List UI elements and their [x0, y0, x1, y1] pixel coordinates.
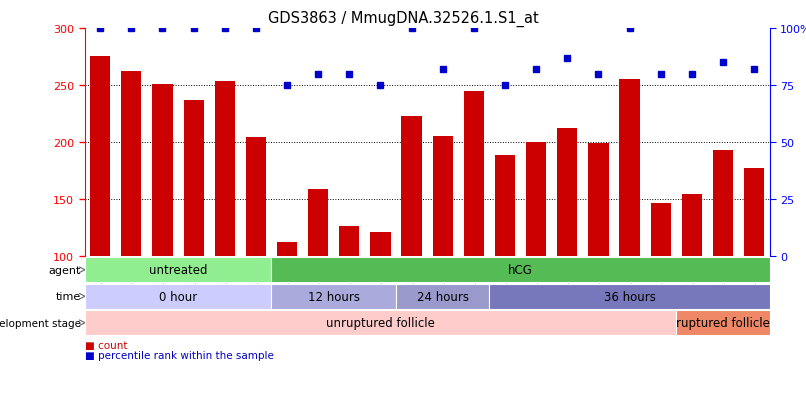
Bar	[620, 80, 640, 256]
Bar	[650, 204, 671, 256]
Text: hCG: hCG	[508, 263, 533, 277]
Bar	[308, 189, 328, 256]
Bar	[90, 57, 110, 256]
Bar	[744, 169, 764, 256]
Bar	[557, 129, 577, 256]
Text: time: time	[56, 292, 81, 301]
Bar	[526, 142, 546, 256]
Bar	[401, 116, 422, 256]
Text: 0 hour: 0 hour	[159, 290, 197, 303]
Bar	[184, 100, 204, 256]
Text: agent: agent	[48, 265, 81, 275]
Bar	[246, 138, 266, 256]
Text: 12 hours: 12 hours	[308, 290, 359, 303]
Text: untreated: untreated	[149, 263, 207, 277]
Bar	[588, 144, 609, 256]
Text: 36 hours: 36 hours	[604, 290, 655, 303]
Text: ■ percentile rank within the sample: ■ percentile rank within the sample	[85, 350, 273, 360]
Bar	[370, 232, 391, 256]
Bar	[214, 82, 235, 256]
Bar	[339, 226, 359, 256]
Bar	[433, 137, 453, 256]
Bar	[277, 242, 297, 256]
Bar	[713, 150, 733, 256]
Text: ruptured follicle: ruptured follicle	[676, 316, 770, 330]
Text: development stage: development stage	[0, 318, 81, 328]
Text: 24 hours: 24 hours	[417, 290, 469, 303]
Bar	[152, 85, 172, 256]
Text: unruptured follicle: unruptured follicle	[326, 316, 435, 330]
Bar	[495, 156, 515, 256]
Bar	[463, 91, 484, 256]
Bar	[682, 195, 702, 256]
Bar	[121, 72, 142, 256]
Text: ■ count: ■ count	[85, 340, 127, 350]
Text: GDS3863 / MmugDNA.32526.1.S1_at: GDS3863 / MmugDNA.32526.1.S1_at	[268, 10, 538, 26]
